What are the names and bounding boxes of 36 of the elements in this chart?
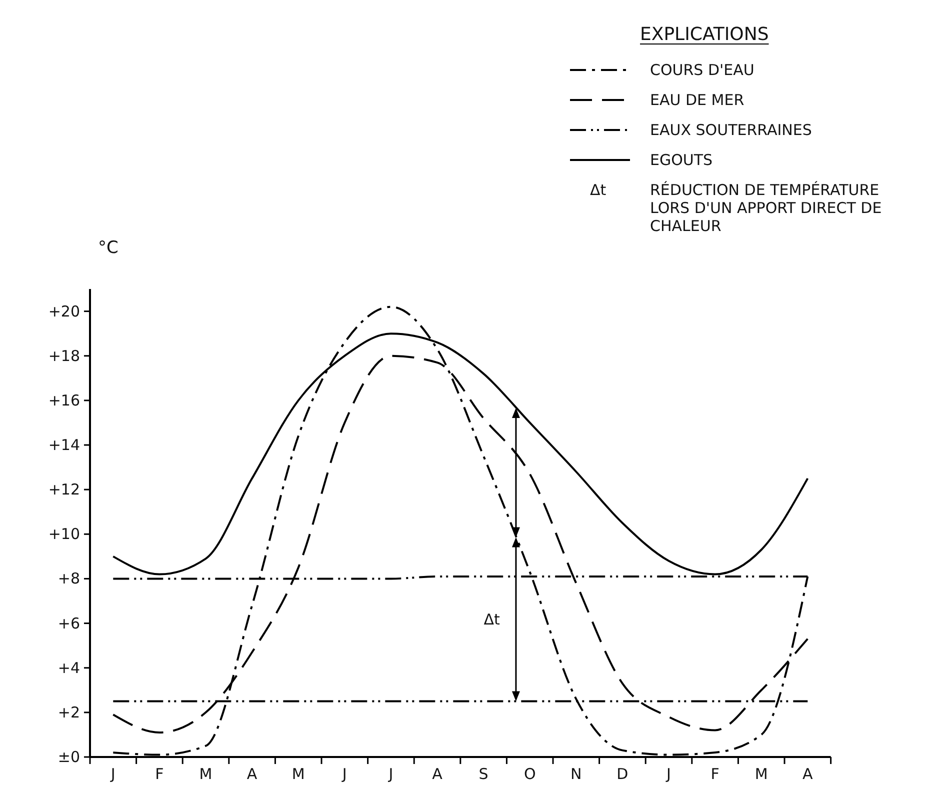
y-tick-label: +10	[48, 525, 80, 544]
x-tick-label: N	[570, 765, 582, 783]
y-axis-title: °C	[98, 238, 118, 258]
y-tick-label: +4	[58, 658, 80, 677]
y-tick-label: +20	[48, 302, 80, 320]
legend-label: COURS D'EAU	[650, 61, 754, 79]
x-tick-label: J	[110, 765, 116, 783]
y-tick-label: +16	[48, 391, 80, 410]
y-tick-label: +2	[58, 703, 80, 722]
x-tick-label: J	[666, 765, 671, 783]
x-tick-label: S	[478, 765, 488, 783]
x-tick-label: A	[246, 765, 258, 783]
y-tick-label: +18	[48, 346, 80, 365]
x-tick-label: M	[292, 765, 305, 783]
x-tick-label: M	[754, 765, 768, 783]
legend-label: EAUX SOUTERRAINES	[650, 121, 812, 139]
y-tick-label: ±0	[58, 748, 80, 766]
annotation: Δt	[484, 610, 500, 628]
x-tick-label: D	[616, 765, 628, 783]
y-tick-label: +12	[48, 480, 80, 499]
text: Δt	[590, 181, 606, 199]
x-tick-label: M	[199, 765, 212, 783]
x-tick-label: J	[341, 765, 347, 783]
y-tick-label: +14	[48, 436, 80, 454]
x-tick-label: J	[388, 765, 394, 783]
y-tick-label: +6	[58, 614, 80, 632]
x-tick-label: O	[524, 765, 536, 783]
text: RÉDUCTION DE TEMPÉRATURE LORS D'UN APPORT DIRECT DE CHALEUR	[650, 181, 882, 235]
y-tick-label: +8	[58, 570, 80, 588]
x-tick-label: A	[802, 765, 814, 783]
legend-label: EAU DE MER	[650, 91, 744, 109]
legend-title: EXPLICATIONS	[640, 24, 769, 45]
x-tick-label: F	[710, 765, 720, 783]
x-tick-label: A	[432, 765, 444, 783]
legend-label: EGOUTS	[650, 151, 713, 169]
x-tick-label: F	[155, 765, 164, 783]
